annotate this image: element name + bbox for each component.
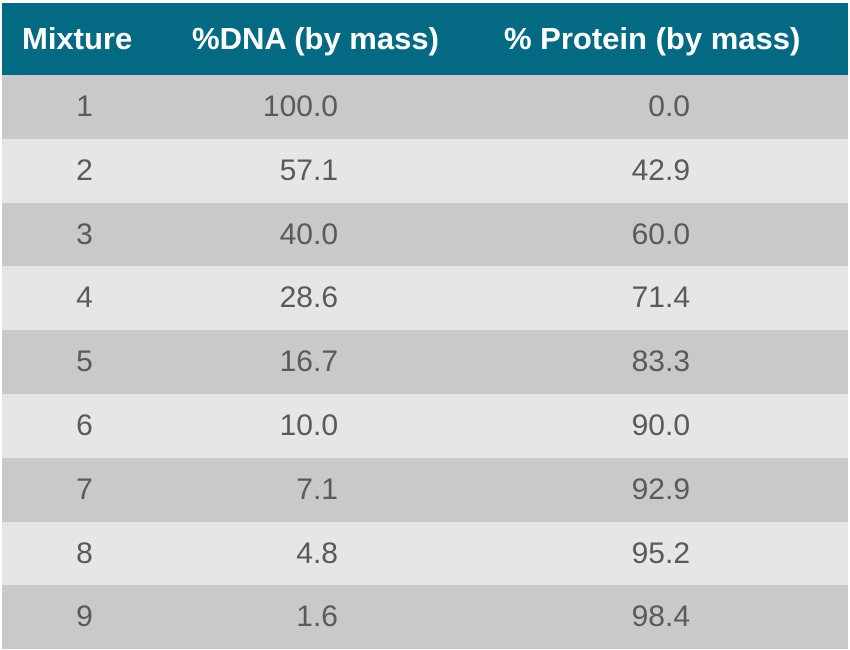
cell-dna-percent: 28.6 [279,281,338,315]
cell-dna-percent: 40.0 [279,217,338,251]
cell-protein-percent: 83.3 [631,345,690,379]
table-row: 8 4.8 95.2 [2,521,848,586]
cell-protein-percent: 42.9 [631,153,690,187]
column-header-mixture: Mixture [22,21,133,56]
cell-protein-percent: 92.9 [631,472,690,506]
cell-protein-percent: 71.4 [631,281,690,315]
table-row: 5 16.7 83.3 [2,330,848,394]
table-header: Mixture %DNA (by mass) % Protein (by mas… [2,3,848,75]
cell-dna-percent: 7.1 [296,472,338,506]
cell-dna-percent: 4.8 [296,536,338,570]
table-row: 9 1.6 98.4 [2,585,848,650]
cell-mixture: 7 [76,472,93,506]
cell-protein-percent: 0.0 [648,90,690,123]
cell-dna-percent: 100.0 [262,90,338,123]
table-row: 7 7.1 92.9 [2,457,848,522]
table-row: 3 40.0 60.0 [2,202,848,267]
cell-dna-percent: 10.0 [279,408,338,442]
cell-dna-percent: 1.6 [296,600,338,634]
table-row: 2 57.1 42.9 [2,138,848,203]
column-header-dna: %DNA (by mass) [192,21,439,56]
data-table: Mixture %DNA (by mass) % Protein (by mas… [2,3,848,650]
cell-protein-percent: 60.0 [631,217,690,251]
table-row: 1 100.0 0.0 [2,75,848,139]
cell-protein-percent: 95.2 [631,536,690,570]
cell-mixture: 9 [76,600,93,634]
cell-mixture: 3 [76,217,93,251]
cell-mixture: 4 [76,281,93,315]
cell-protein-percent: 90.0 [631,408,690,442]
table-row: 4 28.6 71.4 [2,266,848,331]
cell-mixture: 8 [76,536,93,570]
cell-dna-percent: 16.7 [279,345,338,379]
cell-mixture: 5 [76,345,93,379]
cell-mixture: 2 [76,153,93,187]
column-header-protein: % Protein (by mass) [504,21,801,56]
cell-dna-percent: 57.1 [279,153,338,187]
table-row: 6 10.0 90.0 [2,393,848,458]
table-body: 1 100.0 0.0 2 57.1 42.9 3 40.0 60.0 4 28.6 71.4 5 16.… [2,75,848,650]
cell-mixture: 1 [76,90,93,123]
cell-protein-percent: 98.4 [631,600,690,634]
cell-mixture: 6 [76,408,93,442]
